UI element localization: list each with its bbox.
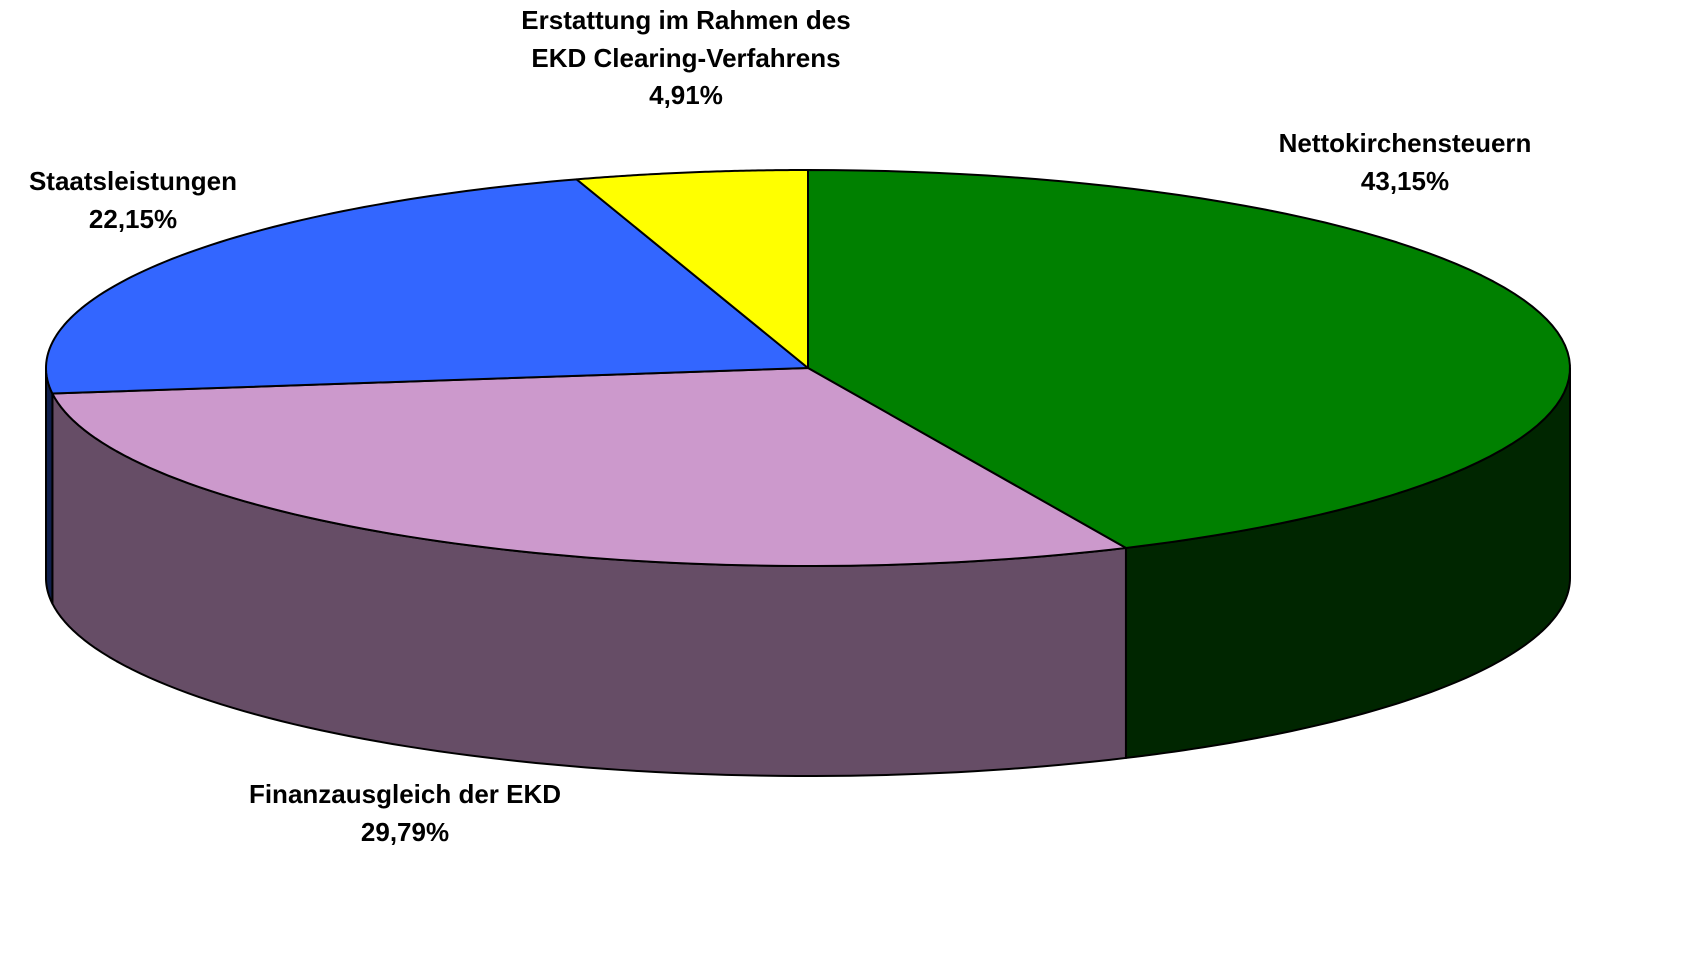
label-name: Nettokirchensteuern xyxy=(1278,128,1532,158)
data-label: Nettokirchensteuern 43,15% xyxy=(1235,125,1575,200)
slice xyxy=(807,169,1571,549)
label-value: 22,15% xyxy=(88,203,178,234)
label-value: 29,79% xyxy=(360,816,450,847)
slice xyxy=(51,367,1127,567)
label-name: Erstattung im Rahmen des EKD Clearing-Ve… xyxy=(521,5,851,73)
data-label: Finanzausgleich der EKD 29,79% xyxy=(245,776,565,851)
label-value: 4,91% xyxy=(649,80,723,110)
slice xyxy=(45,178,809,395)
label-name: Staatsleistungen xyxy=(28,166,238,196)
data-label: Erstattung im Rahmen des EKD Clearing-Ve… xyxy=(516,2,856,115)
slice xyxy=(575,169,809,369)
label-value: 43,15% xyxy=(1360,165,1450,196)
data-label: Staatsleistungen 22,15% xyxy=(0,163,283,238)
slice-side xyxy=(45,367,54,605)
label-name: Finanzausgleich der EKD xyxy=(248,779,562,809)
